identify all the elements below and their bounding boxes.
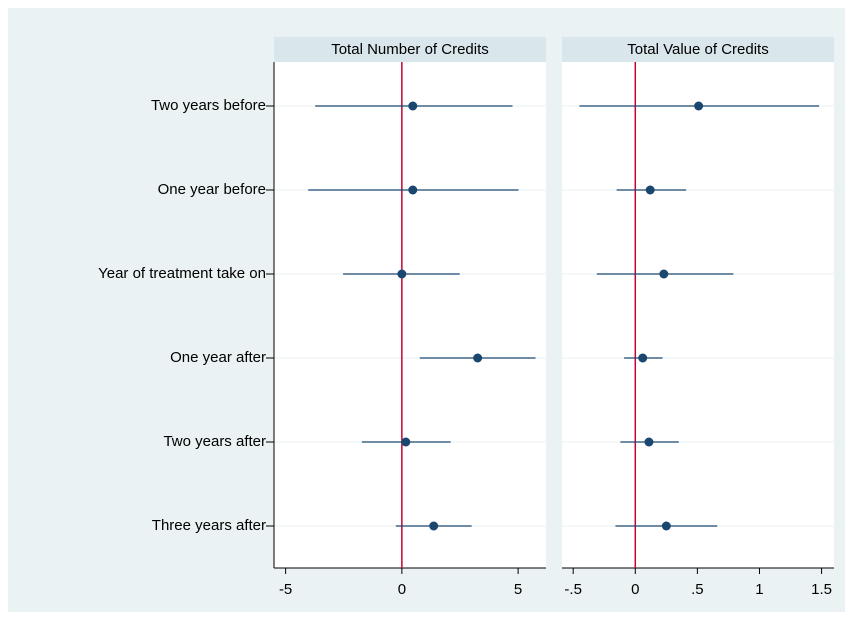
panel-header (274, 37, 546, 62)
x-tick-label: 0 (631, 581, 639, 598)
x-tick-label: 5 (514, 581, 522, 598)
point-estimate (401, 437, 411, 447)
plot-area (562, 62, 834, 568)
x-tick-label: 0 (398, 581, 406, 598)
y-tick-label: Two years after (163, 433, 266, 450)
point-estimate (397, 269, 407, 279)
point-estimate (638, 353, 648, 363)
panel-header (562, 37, 834, 62)
y-tick-label: Three years after (152, 517, 266, 534)
y-tick-label: One year after (170, 349, 266, 366)
x-tick-label: 1.5 (811, 581, 832, 598)
point-estimate (408, 185, 418, 195)
point-estimate (429, 521, 439, 531)
point-estimate (694, 101, 704, 111)
y-tick-label: Two years before (151, 97, 266, 114)
x-tick-label: -.5 (564, 581, 582, 598)
x-tick-label: 1 (755, 581, 763, 598)
point-estimate (659, 269, 669, 279)
x-tick-label: .5 (691, 581, 704, 598)
point-estimate (661, 521, 671, 531)
point-estimate (644, 437, 654, 447)
panel-title: Total Number of Credits (331, 41, 489, 58)
point-estimate (473, 353, 483, 363)
point-estimate (645, 185, 655, 195)
point-estimate (408, 101, 418, 111)
y-tick-label: One year before (158, 181, 266, 198)
y-tick-label: Year of treatment take on (98, 265, 266, 282)
plot-area (274, 62, 546, 568)
panel-title: Total Value of Credits (627, 41, 768, 58)
x-tick-label: -5 (279, 581, 292, 598)
